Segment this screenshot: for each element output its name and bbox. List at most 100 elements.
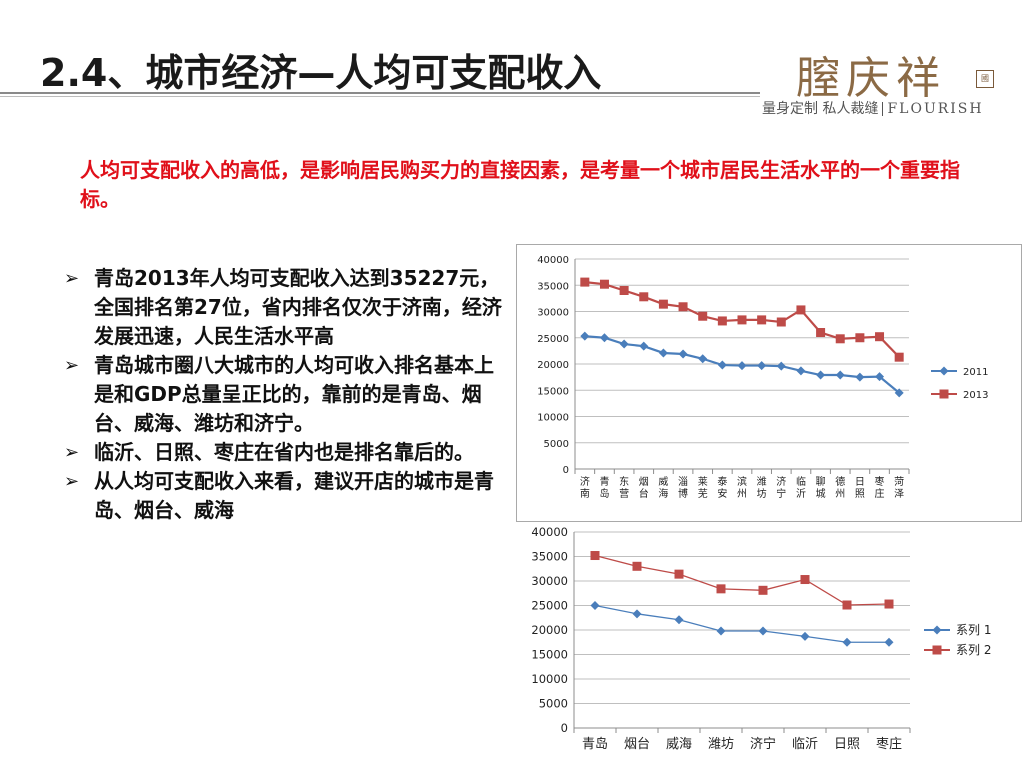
y-tick-label: 35000 xyxy=(531,550,568,564)
data-point xyxy=(757,315,767,325)
y-tick-label: 10000 xyxy=(537,413,569,424)
y-tick-label: 40000 xyxy=(537,255,569,266)
data-point xyxy=(894,352,904,362)
y-tick-label: 10000 xyxy=(531,672,568,686)
data-point xyxy=(875,372,885,382)
y-tick-label: 30000 xyxy=(531,574,568,588)
title-divider-thin xyxy=(0,96,760,97)
data-point xyxy=(632,561,642,571)
data-point xyxy=(639,292,649,302)
logo-tagline-en: FLOURISH xyxy=(887,101,984,117)
y-tick-label: 5000 xyxy=(544,439,569,450)
y-tick-label: 15000 xyxy=(537,386,569,397)
data-point xyxy=(758,585,768,595)
y-tick-label: 20000 xyxy=(531,623,568,637)
data-point xyxy=(737,315,747,325)
x-tick-label: 潍坊 xyxy=(757,476,767,500)
data-point xyxy=(835,334,845,344)
data-point xyxy=(599,333,609,343)
data-point xyxy=(590,601,600,610)
data-point xyxy=(698,311,708,321)
arrow-bullet-icon: ➢ xyxy=(64,268,80,289)
y-tick-label: 40000 xyxy=(531,525,568,539)
x-tick-label: 烟台 xyxy=(624,737,650,752)
data-point xyxy=(717,316,727,326)
y-tick-label: 25000 xyxy=(531,599,568,613)
data-point xyxy=(758,626,768,636)
legend-marker xyxy=(939,366,949,376)
bullet-text: 青岛城市圈八大城市的人均可收入排名基本上是和GDP总量呈正比的，靠前的是青岛、烟… xyxy=(94,353,494,435)
data-point xyxy=(842,637,852,647)
data-point xyxy=(619,339,629,349)
x-tick-label: 菏泽 xyxy=(894,476,904,500)
x-tick-label: 日照 xyxy=(855,477,865,500)
logo-tagline: 量身定制 私人裁缝 FLOURISH xyxy=(762,98,984,118)
x-tick-label: 济宁 xyxy=(750,736,776,752)
data-point xyxy=(698,354,708,364)
x-tick-label: 滨州 xyxy=(737,475,747,500)
x-tick-label: 泰安 xyxy=(717,475,727,500)
income-chart-8-cities-svg: 40000 35000 30000 25000 20000 15000 10000 5000 0… xyxy=(531,525,991,752)
data-point xyxy=(674,569,684,579)
data-point xyxy=(716,626,726,636)
series-line xyxy=(594,604,889,643)
bullet-text: 临沂、日照、枣庄在省内也是排名靠后的。 xyxy=(94,440,474,464)
y-tick-label: 5000 xyxy=(539,697,568,711)
data-point xyxy=(776,361,786,371)
title-divider xyxy=(0,92,760,94)
bullet-text: 青岛2013年人均可支配收入达到35227元，全国排名第27位，省内排名仅次于济… xyxy=(94,266,502,348)
data-point xyxy=(800,575,810,585)
y-tick-label: 30000 xyxy=(537,308,569,319)
data-point xyxy=(737,361,747,371)
intro-statement: 人均可支配收入的高低，是影响居民购买力的直接因素，是考量一个城市居民生活水平的一… xyxy=(80,158,960,211)
key-points-list: ➢ 青岛2013年人均可支配收入达到35227元，全国排名第27位，省内排名仅次于… xyxy=(62,264,502,525)
x-tick-label: 日照 xyxy=(834,737,860,752)
x-tick-label: 烟台 xyxy=(639,475,649,500)
y-tick-label: 15000 xyxy=(531,648,568,662)
x-tick-label: 潍坊 xyxy=(708,737,734,752)
arrow-bullet-icon: ➢ xyxy=(64,355,80,376)
x-tick-label: 聊城 xyxy=(816,475,826,500)
x-tick-label: 济南 xyxy=(580,475,590,500)
arrow-bullet-icon: ➢ xyxy=(64,442,80,463)
data-point xyxy=(639,341,649,351)
list-item: ➢ 青岛2013年人均可支配收入达到35227元，全国排名第27位，省内排名仅次于… xyxy=(62,264,502,351)
legend-label: 系列 1 xyxy=(956,623,991,637)
x-tick-label: 威海 xyxy=(666,737,692,752)
x-tick-label: 莱芜 xyxy=(698,476,708,500)
y-tick-label: 0 xyxy=(563,465,569,476)
data-point xyxy=(590,551,600,561)
arrow-bullet-icon: ➢ xyxy=(64,471,80,492)
y-tick-label: 25000 xyxy=(537,334,569,345)
data-point xyxy=(776,317,786,327)
data-point xyxy=(658,299,668,309)
data-point xyxy=(658,348,668,358)
data-point xyxy=(816,328,826,337)
data-point xyxy=(619,286,629,295)
y-tick-label: 20000 xyxy=(537,360,569,371)
income-chart-17-cities: 40000 35000 30000 25000 20000 15000 10000 5000 0… xyxy=(516,244,1022,522)
data-point xyxy=(678,349,688,359)
data-point xyxy=(835,370,845,380)
logo-wordmark: 膣庆祥 xyxy=(796,53,946,104)
x-tick-label: 东营 xyxy=(619,475,629,500)
x-tick-label: 德州 xyxy=(835,475,845,500)
legend-label: 2013 xyxy=(963,390,988,401)
data-point xyxy=(894,388,904,398)
x-tick-label: 枣庄 xyxy=(875,476,885,500)
data-point xyxy=(717,360,727,370)
data-point xyxy=(580,277,590,287)
income-chart-17-cities-svg: 40000 35000 30000 25000 20000 15000 10000 5000 0… xyxy=(537,255,988,500)
data-point xyxy=(842,600,852,610)
y-tick-label: 35000 xyxy=(537,281,569,292)
legend-marker xyxy=(932,625,942,635)
x-tick-label: 枣庄 xyxy=(876,736,902,752)
data-point xyxy=(855,333,865,343)
x-tick-label: 临沂 xyxy=(792,737,818,752)
x-tick-label: 淄博 xyxy=(678,476,688,500)
legend-marker xyxy=(939,389,949,399)
data-point xyxy=(875,332,885,342)
series-line xyxy=(594,554,890,606)
data-point xyxy=(674,615,684,625)
legend-label: 系列 2 xyxy=(956,643,991,657)
